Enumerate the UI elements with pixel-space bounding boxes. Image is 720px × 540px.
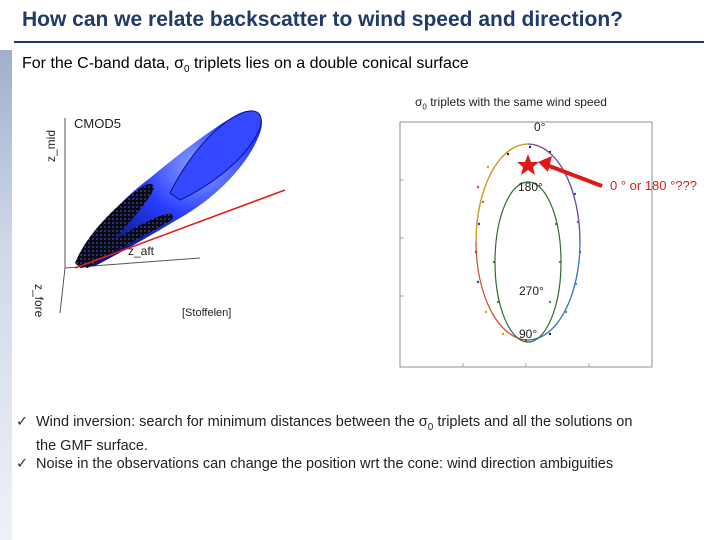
ambiguity-annotation: 0 ° or 180 °???: [610, 178, 698, 193]
bullet-list: ✓ Wind inversion: search for minimum dis…: [16, 413, 716, 473]
direction-label-270: 270°: [519, 284, 544, 298]
bullet-item-noise: ✓ Noise in the observations can change t…: [16, 455, 716, 473]
subtitle-prefix: For the C-band data, σ: [22, 55, 184, 72]
observed-triplet-star: [517, 154, 539, 175]
measurement-cloud: [75, 183, 154, 267]
axis-fore-label: z_fore: [32, 284, 46, 318]
axis-aft-label: z_aft: [128, 244, 155, 258]
bullet-item-inversion: ✓ Wind inversion: search for minimum dis…: [16, 413, 716, 455]
scatter-points: [474, 145, 582, 342]
right-figure-caption: σ0 triplets with the same wind speed: [415, 95, 607, 111]
caption-sub: 0: [422, 102, 427, 112]
direction-label-180: 180°: [518, 180, 543, 194]
direction-label-0: 0°: [534, 120, 546, 134]
gmf-cone-rim: [169, 110, 262, 201]
caption-suffix: triplets with the same wind speed: [426, 95, 607, 109]
cmod5-label: CMOD5: [74, 116, 121, 131]
bullet-1-sub: 0: [427, 421, 434, 433]
bullet-1-line2: the GMF surface.: [36, 437, 149, 454]
bullet-2-text: Noise in the observations can change the…: [36, 455, 614, 472]
slide-title: How can we relate backscatter to wind sp…: [22, 8, 623, 31]
bullet-1-prefix: Wind inversion: search for minimum dista…: [36, 414, 428, 430]
slide-subtitle: For the C-band data, σ0 triplets lies on…: [22, 55, 469, 75]
slide-sidebar-accent: [0, 50, 12, 540]
axis-ticks: [400, 179, 590, 367]
checkmark-icon: ✓: [16, 455, 29, 472]
outer-ellipse-left-arc: [475, 143, 529, 243]
axis-mid-label: z_mid: [44, 129, 58, 162]
caption-prefix: σ: [415, 95, 423, 109]
direction-label-90: 90°: [519, 327, 538, 341]
sigma0-scatter-figure: [399, 121, 653, 368]
checkmark-icon: ✓: [16, 414, 29, 430]
subtitle-suffix: triplets lies on a double conical surfac…: [189, 55, 469, 72]
red-reference-line: [74, 189, 286, 269]
title-divider: [14, 41, 704, 43]
inner-triplet-ellipse: [494, 181, 562, 343]
axis-fore-line: [59, 267, 66, 314]
gmf-cone-figure: [59, 110, 286, 314]
ambiguity-arrow-head: [538, 156, 552, 172]
subtitle-sub: 0: [183, 64, 190, 76]
measurement-cloud-lower: [80, 213, 174, 268]
ambiguity-arrow: [543, 162, 603, 188]
bullet-1-suffix: triplets and all the solutions on: [433, 414, 633, 430]
figure-credit: [Stoffelen]: [182, 307, 232, 319]
